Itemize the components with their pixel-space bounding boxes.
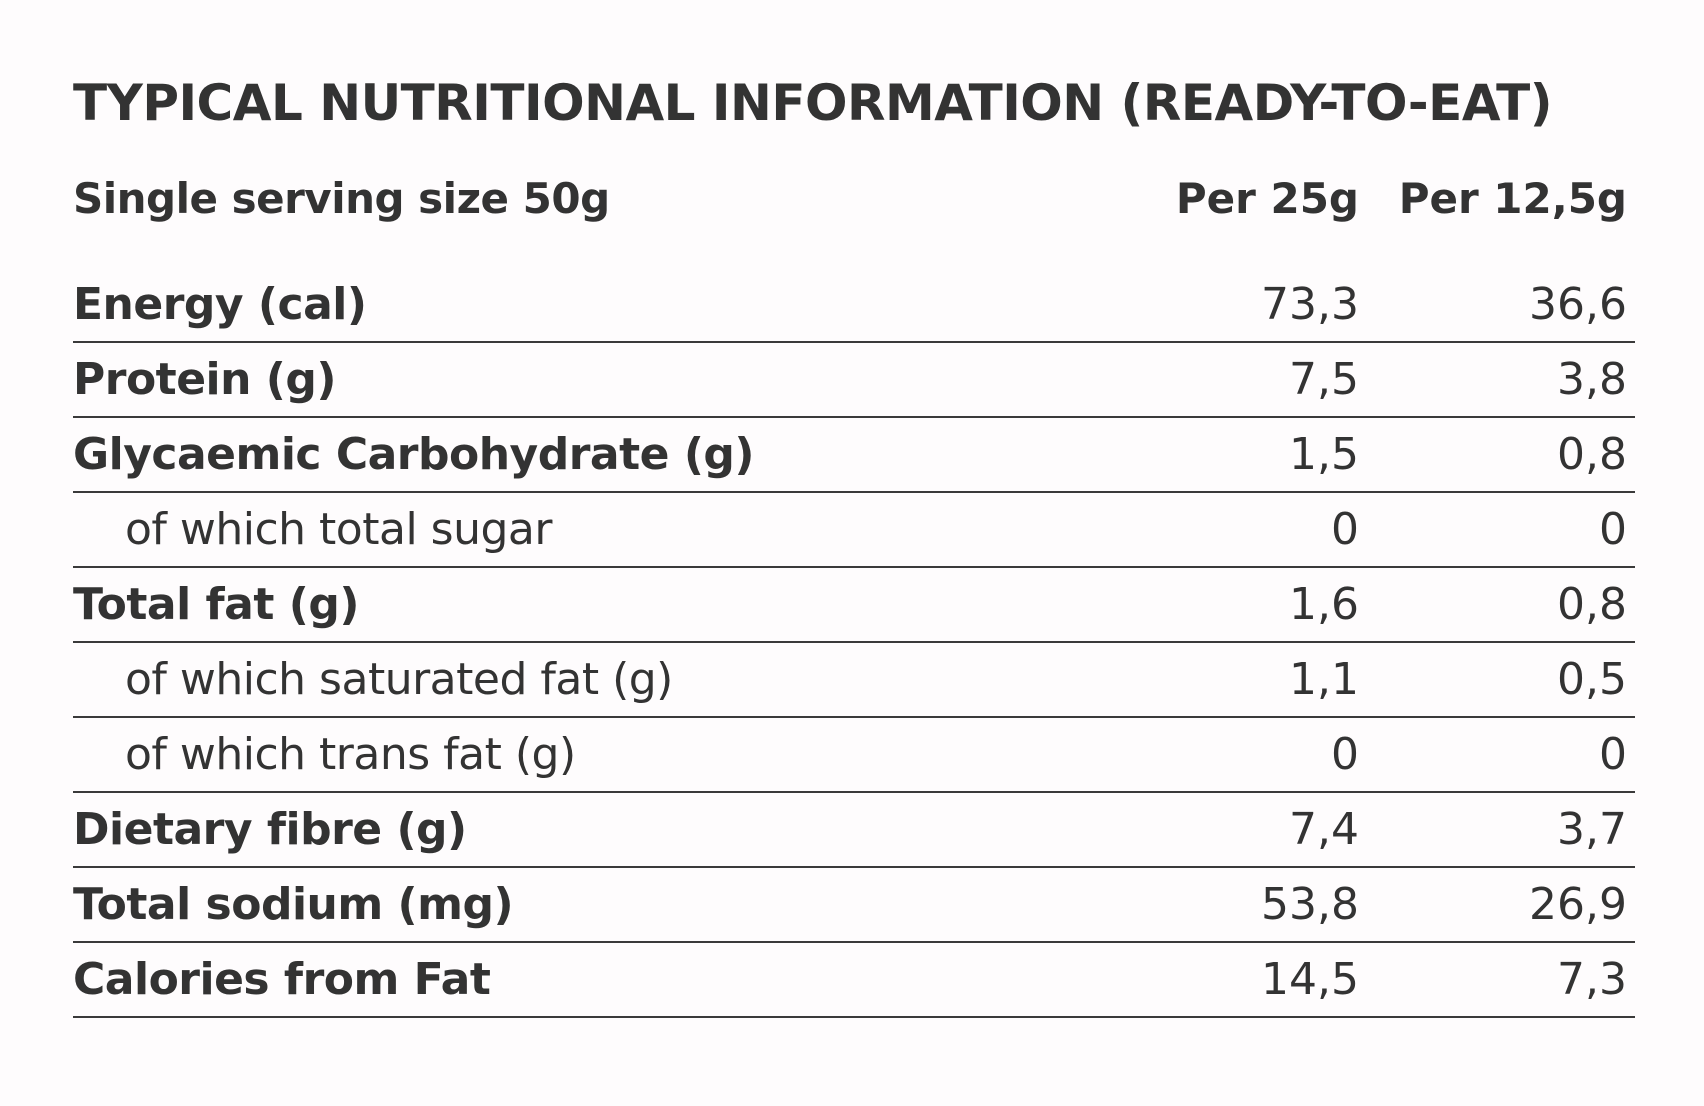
row-label: Total sodium (mg) [73,879,514,930]
row-label: Protein (g) [73,354,337,405]
page-title: TYPICAL NUTRITIONAL INFORMATION (READY-T… [73,74,1553,132]
table-row: of which saturated fat (g) 1,1 0,5 [73,643,1635,718]
value-per-12-5g: 0,5 [1557,654,1627,705]
row-label: of which saturated fat (g) [125,654,673,705]
table-row: Glycaemic Carbohydrate (g) 1,5 0,8 [73,418,1635,493]
value-per-25g: 14,5 [1261,954,1359,1005]
row-label: Energy (cal) [73,279,367,330]
value-per-12-5g: 0 [1599,729,1627,780]
row-label: Total fat (g) [73,579,359,630]
value-per-12-5g: 0 [1599,504,1627,555]
value-per-12-5g: 36,6 [1529,279,1627,330]
value-per-25g: 0 [1331,729,1359,780]
value-per-25g: 53,8 [1261,879,1359,930]
value-per-25g: 7,4 [1289,804,1359,855]
table-row: Energy (cal) 73,3 36,6 [73,268,1635,343]
value-per-12-5g: 0,8 [1557,429,1627,480]
value-per-25g: 73,3 [1261,279,1359,330]
table-row: Total fat (g) 1,6 0,8 [73,568,1635,643]
column-header-per-12-5g: Per 12,5g [1398,174,1627,223]
value-per-12-5g: 0,8 [1557,579,1627,630]
row-label: of which total sugar [125,504,552,555]
serving-size-label: Single serving size 50g [73,174,610,223]
row-label: Calories from Fat [73,954,491,1005]
table-row: of which trans fat (g) 0 0 [73,718,1635,793]
table-row: Protein (g) 7,5 3,8 [73,343,1635,418]
column-header-per-25g: Per 25g [1175,174,1359,223]
value-per-25g: 0 [1331,504,1359,555]
row-label: of which trans fat (g) [125,729,576,780]
value-per-25g: 1,6 [1289,579,1359,630]
row-label: Dietary fibre (g) [73,804,467,855]
table-row: Dietary fibre (g) 7,4 3,7 [73,793,1635,868]
value-per-12-5g: 3,8 [1557,354,1627,405]
value-per-25g: 1,5 [1289,429,1359,480]
table-row: Calories from Fat 14,5 7,3 [73,943,1635,1018]
row-label: Glycaemic Carbohydrate (g) [73,429,755,480]
value-per-25g: 7,5 [1289,354,1359,405]
table-row: Total sodium (mg) 53,8 26,9 [73,868,1635,943]
value-per-12-5g: 26,9 [1529,879,1627,930]
value-per-12-5g: 7,3 [1557,954,1627,1005]
value-per-12-5g: 3,7 [1557,804,1627,855]
nutrition-table: Energy (cal) 73,3 36,6 Protein (g) 7,5 3… [73,268,1635,1018]
value-per-25g: 1,1 [1289,654,1359,705]
table-row: of which total sugar 0 0 [73,493,1635,568]
table-header: Single serving size 50g Per 25g Per 12,5… [73,164,1635,234]
